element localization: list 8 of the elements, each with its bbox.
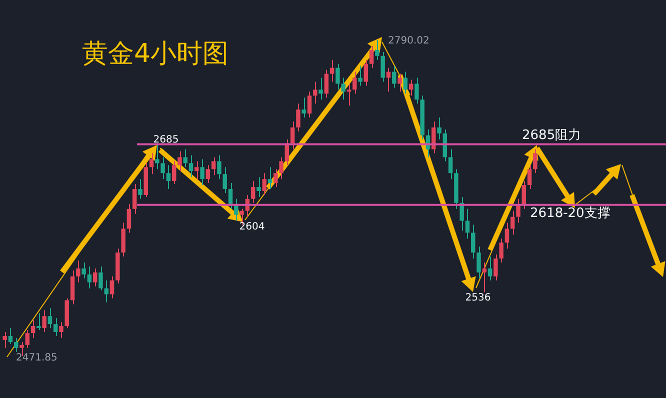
- ref-line-label: 2685阻力: [522, 128, 582, 144]
- annotation: 2471.85: [16, 352, 58, 364]
- chart-title: 黄金4小时图: [82, 38, 229, 71]
- annotation: 2790.02: [388, 36, 430, 47]
- annotation: 2604: [239, 222, 265, 233]
- annotation: 2536: [465, 292, 491, 304]
- ref-line-label: 2618-20支撑: [530, 206, 610, 221]
- annotation: 2685: [153, 134, 179, 146]
